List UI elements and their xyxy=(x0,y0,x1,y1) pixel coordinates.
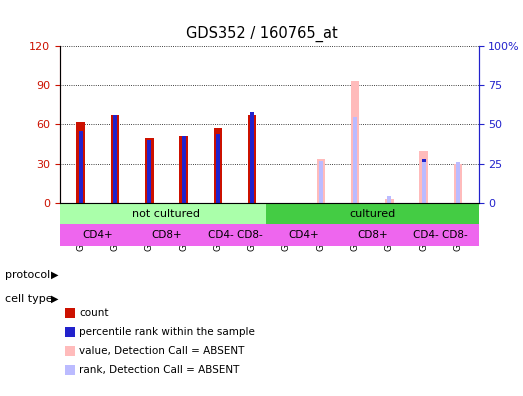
Bar xyxy=(403,225,479,246)
Text: count: count xyxy=(79,308,108,318)
Text: ▶: ▶ xyxy=(51,294,59,304)
Bar xyxy=(129,225,204,246)
Bar xyxy=(266,204,479,225)
Bar xyxy=(78,131,83,204)
Text: percentile rank within the sample: percentile rank within the sample xyxy=(79,327,255,337)
Bar xyxy=(147,140,151,204)
Bar xyxy=(353,116,357,204)
Bar xyxy=(353,116,357,204)
Bar xyxy=(316,159,325,204)
Text: ▶: ▶ xyxy=(51,270,59,280)
Text: CD8+: CD8+ xyxy=(357,230,388,240)
Bar xyxy=(456,162,460,204)
Bar xyxy=(213,128,222,204)
Bar xyxy=(179,136,188,204)
Text: value, Detection Call = ABSENT: value, Detection Call = ABSENT xyxy=(79,346,244,356)
Text: CD4+: CD4+ xyxy=(288,230,319,240)
Text: CD8+: CD8+ xyxy=(151,230,182,240)
Bar xyxy=(250,112,254,204)
Bar xyxy=(145,138,154,204)
Text: protocol: protocol xyxy=(5,270,51,280)
Text: GDS352 / 160765_at: GDS352 / 160765_at xyxy=(186,26,337,42)
Bar xyxy=(419,151,428,204)
Bar xyxy=(453,164,462,204)
Text: rank, Detection Call = ABSENT: rank, Detection Call = ABSENT xyxy=(79,365,240,375)
Text: cell type: cell type xyxy=(5,294,53,304)
Bar xyxy=(422,159,426,204)
Text: CD4+: CD4+ xyxy=(83,230,113,240)
Bar xyxy=(216,134,220,204)
Bar xyxy=(351,81,359,204)
Bar xyxy=(181,135,186,204)
Bar xyxy=(385,200,394,204)
Bar xyxy=(422,162,426,204)
Text: not cultured: not cultured xyxy=(132,209,200,219)
Bar xyxy=(248,115,256,204)
Bar xyxy=(266,225,342,246)
Text: CD4- CD8-: CD4- CD8- xyxy=(208,230,263,240)
Bar xyxy=(388,196,391,204)
Text: CD4- CD8-: CD4- CD8- xyxy=(414,230,468,240)
Bar xyxy=(113,115,117,204)
Bar xyxy=(335,225,410,246)
Bar xyxy=(60,225,135,246)
Text: cultured: cultured xyxy=(349,209,395,219)
Bar xyxy=(60,204,273,225)
Bar xyxy=(197,225,273,246)
Bar xyxy=(76,122,85,204)
Bar xyxy=(111,115,119,204)
Bar xyxy=(319,161,323,204)
